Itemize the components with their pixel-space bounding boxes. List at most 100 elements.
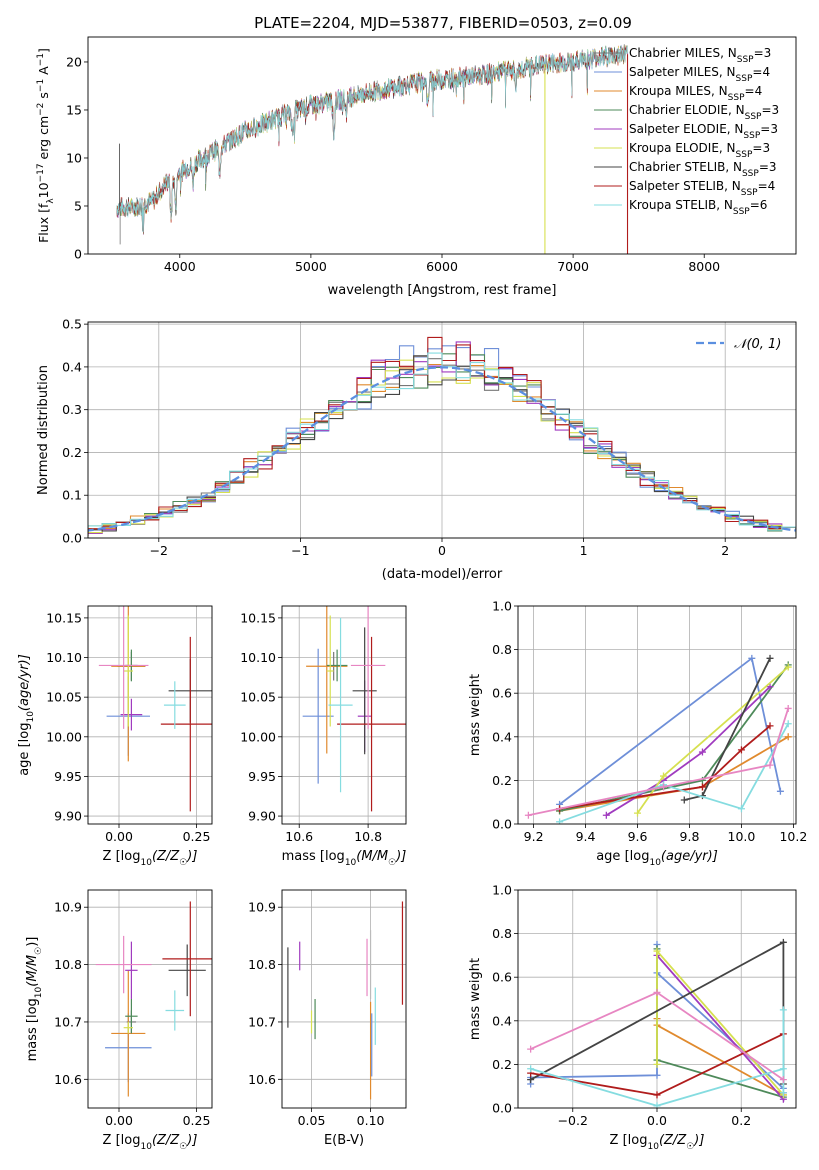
y-tick-label: 1.0 — [492, 883, 512, 898]
x-tick-label: 9.2 — [524, 829, 544, 844]
plot-area — [98, 606, 212, 812]
y-tick-label: 10.15 — [46, 610, 82, 625]
y-tick-label: 0.4 — [62, 359, 82, 374]
errorbar-point — [98, 606, 149, 729]
errorbar-point — [302, 648, 334, 784]
y-tick-label: 15 — [66, 102, 82, 117]
y-tick-label: 10.9 — [54, 900, 82, 915]
series-marker — [737, 746, 745, 754]
series-marker — [653, 988, 661, 996]
series-marker — [634, 809, 642, 817]
y-tick-label: 10.8 — [248, 957, 276, 972]
y-axis-label: Flux [fλ10−17 erg cm−2 s−1 A−1] — [36, 48, 56, 243]
x-tick-label: 1 — [580, 543, 588, 558]
histogram-step — [88, 359, 796, 535]
y-tick-label: 0.0 — [62, 531, 82, 546]
y-tick-label: 0.0 — [492, 1101, 512, 1116]
series-marker — [784, 704, 792, 712]
y-axis-label: mass weight — [468, 958, 483, 1040]
series-marker — [653, 1091, 661, 1099]
spectrum-line — [116, 46, 628, 233]
axes-frame — [87, 889, 213, 1109]
errorbar-point — [111, 970, 146, 1097]
y-tick-label: 10.7 — [54, 1014, 82, 1029]
axes-residuals: −2 −1 0 1 2 0.0 0.1 0.2 0.3 0.4 0.5 (data-model)/er… — [36, 317, 797, 582]
series-marker — [659, 772, 667, 780]
svg-text:Flux [fλ10−17 erg cm−2 s−1 A−1: Flux [fλ10−17 erg cm−2 s−1 A−1] — [36, 48, 56, 243]
y-tick-label: 0.4 — [492, 1013, 512, 1028]
spectrum-line — [116, 44, 628, 230]
x-tick-label: 8000 — [688, 259, 720, 274]
y-tick-label: 9.95 — [248, 769, 276, 784]
legend-entry: Kroupa STELIB, NSSP=6 — [629, 198, 767, 217]
spectrum-line — [116, 46, 628, 235]
x-tick-label: 6000 — [426, 259, 458, 274]
axes-frame — [517, 605, 797, 825]
svg-text:mass [log10(M/M☉)]: mass [log10(M/M☉)] — [25, 937, 44, 1062]
series-line — [528, 708, 790, 817]
series-marker — [779, 1065, 787, 1073]
x-tick-label: −0.2 — [558, 1113, 588, 1128]
plot-area — [95, 901, 212, 1097]
errorbar-point — [163, 681, 186, 729]
spectrum-line — [116, 45, 628, 230]
y-tick-label: 0.5 — [62, 317, 82, 332]
errorbar-point — [306, 606, 348, 754]
series-marker — [524, 811, 532, 819]
x-tick-label: 4000 — [164, 259, 196, 274]
errorbar-point — [352, 627, 377, 755]
series-marker — [653, 947, 661, 955]
spectrum-line — [116, 47, 628, 230]
y-tick-label: 10.10 — [240, 650, 276, 665]
plot-area — [527, 938, 787, 1108]
legend-entry: Kroupa ELODIE, NSSP=3 — [629, 141, 770, 160]
x-tick-label: 9.8 — [680, 829, 700, 844]
series-marker — [602, 811, 610, 819]
plot-area — [524, 654, 792, 824]
series-marker — [653, 1071, 661, 1079]
x-tick-label: 10.0 — [728, 829, 756, 844]
plot-area — [287, 901, 404, 1100]
y-tick-label: 5 — [74, 198, 82, 213]
y-tick-label: 10.6 — [248, 1072, 276, 1087]
x-tick-label: 2 — [721, 543, 729, 558]
series-marker — [680, 796, 688, 804]
y-tick-label: 0.6 — [492, 970, 512, 985]
x-tick-label: 7000 — [557, 259, 589, 274]
x-axis-label: wavelength [Angstrom, rest frame] — [328, 283, 557, 298]
x-tick-label: 0.10 — [357, 1113, 385, 1128]
y-tick-label: 10.00 — [240, 729, 276, 744]
y-tick-label: 1.0 — [492, 599, 512, 614]
series-marker — [779, 1006, 787, 1014]
x-axis-label: age [log10(age/yr)] — [596, 849, 718, 868]
y-axis-label: age [log10(age/yr)] — [17, 654, 36, 776]
series-marker — [766, 654, 774, 662]
legend-entry: Chabrier ELODIE, NSSP=3 — [629, 103, 779, 122]
x-axis-label: Z [log10(Z/Z☉)] — [103, 849, 198, 868]
y-tick-label: 0.2 — [492, 773, 512, 788]
errorbar-point — [350, 606, 386, 729]
spectrum-line — [116, 45, 628, 230]
x-axis-label: E(B-V) — [324, 1133, 364, 1148]
y-tick-label: 0.8 — [492, 642, 512, 657]
axes-frame — [87, 36, 797, 255]
series-marker — [527, 1045, 535, 1053]
x-tick-label: 5000 — [295, 259, 327, 274]
series-line — [559, 664, 789, 812]
errorbar-point — [328, 617, 353, 793]
series-line — [656, 948, 785, 1096]
series-marker — [659, 783, 667, 791]
y-tick-label: 0.1 — [62, 488, 82, 503]
plot-area — [302, 606, 406, 812]
y-tick-label: 9.90 — [248, 809, 276, 824]
x-tick-label: 10.8 — [354, 829, 382, 844]
y-tick-label: 9.95 — [54, 769, 82, 784]
errorbar-point — [95, 935, 152, 994]
series-marker — [653, 1060, 661, 1068]
series-marker — [779, 1076, 787, 1084]
series-marker — [784, 663, 792, 671]
series-marker — [766, 761, 774, 769]
errorbar-point — [160, 636, 212, 812]
x-tick-label: 0.0 — [647, 1113, 667, 1128]
